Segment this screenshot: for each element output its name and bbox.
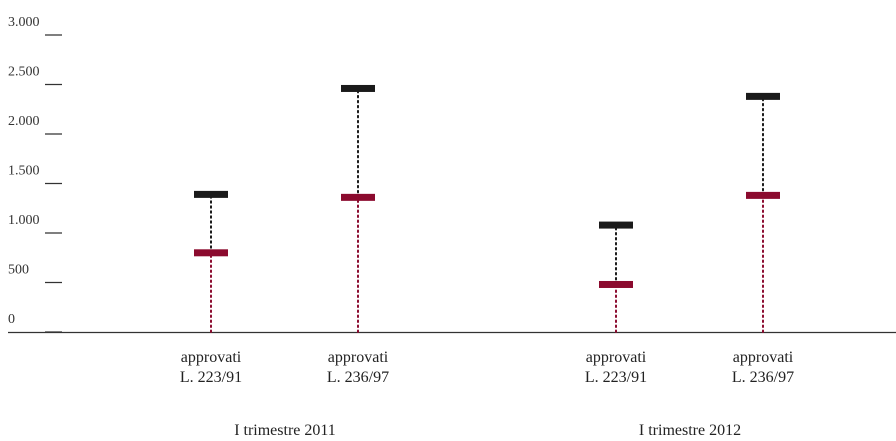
group-label-0: I trimestre 2011	[234, 422, 336, 439]
category-label-line2-2: L. 223/91	[585, 369, 647, 386]
category-label-line1-0: approvati	[181, 349, 242, 366]
low-marker-0	[194, 249, 228, 257]
high-marker-3	[746, 92, 780, 100]
group-label-1: I trimestre 2012	[639, 422, 741, 439]
y-axis: 0 500 1.000 1.500 2.000 2.500 3.000	[8, 15, 62, 333]
low-marker-1	[341, 193, 375, 201]
category-label-line2-0: L. 223/91	[180, 369, 242, 386]
category-label-line2-1: L. 236/97	[327, 369, 389, 386]
high-marker-2	[599, 221, 633, 229]
y-tick-label-4: 2.000	[8, 114, 40, 129]
y-tick-label-3: 1.500	[8, 164, 40, 179]
y-tick-label-2: 1.000	[8, 213, 40, 228]
high-marker-1	[341, 84, 375, 92]
category-label-line1-2: approvati	[586, 349, 647, 366]
x-axis-labels: approvati L. 223/91 approvati L. 236/97 I tr…	[180, 349, 794, 439]
low-marker-2	[599, 280, 633, 288]
high-marker-0	[194, 190, 228, 198]
y-tick-label-0: 0	[8, 312, 15, 327]
category-label-line1-1: approvati	[328, 349, 389, 366]
category-label-line1-3: approvati	[733, 349, 794, 366]
category-label-line2-3: L. 236/97	[732, 369, 794, 386]
low-marker-3	[746, 191, 780, 199]
y-tick-label-6: 3.000	[8, 15, 40, 30]
y-tick-label-5: 2.500	[8, 65, 40, 80]
range-marks	[194, 84, 780, 333]
y-tick-label-1: 500	[8, 263, 29, 278]
